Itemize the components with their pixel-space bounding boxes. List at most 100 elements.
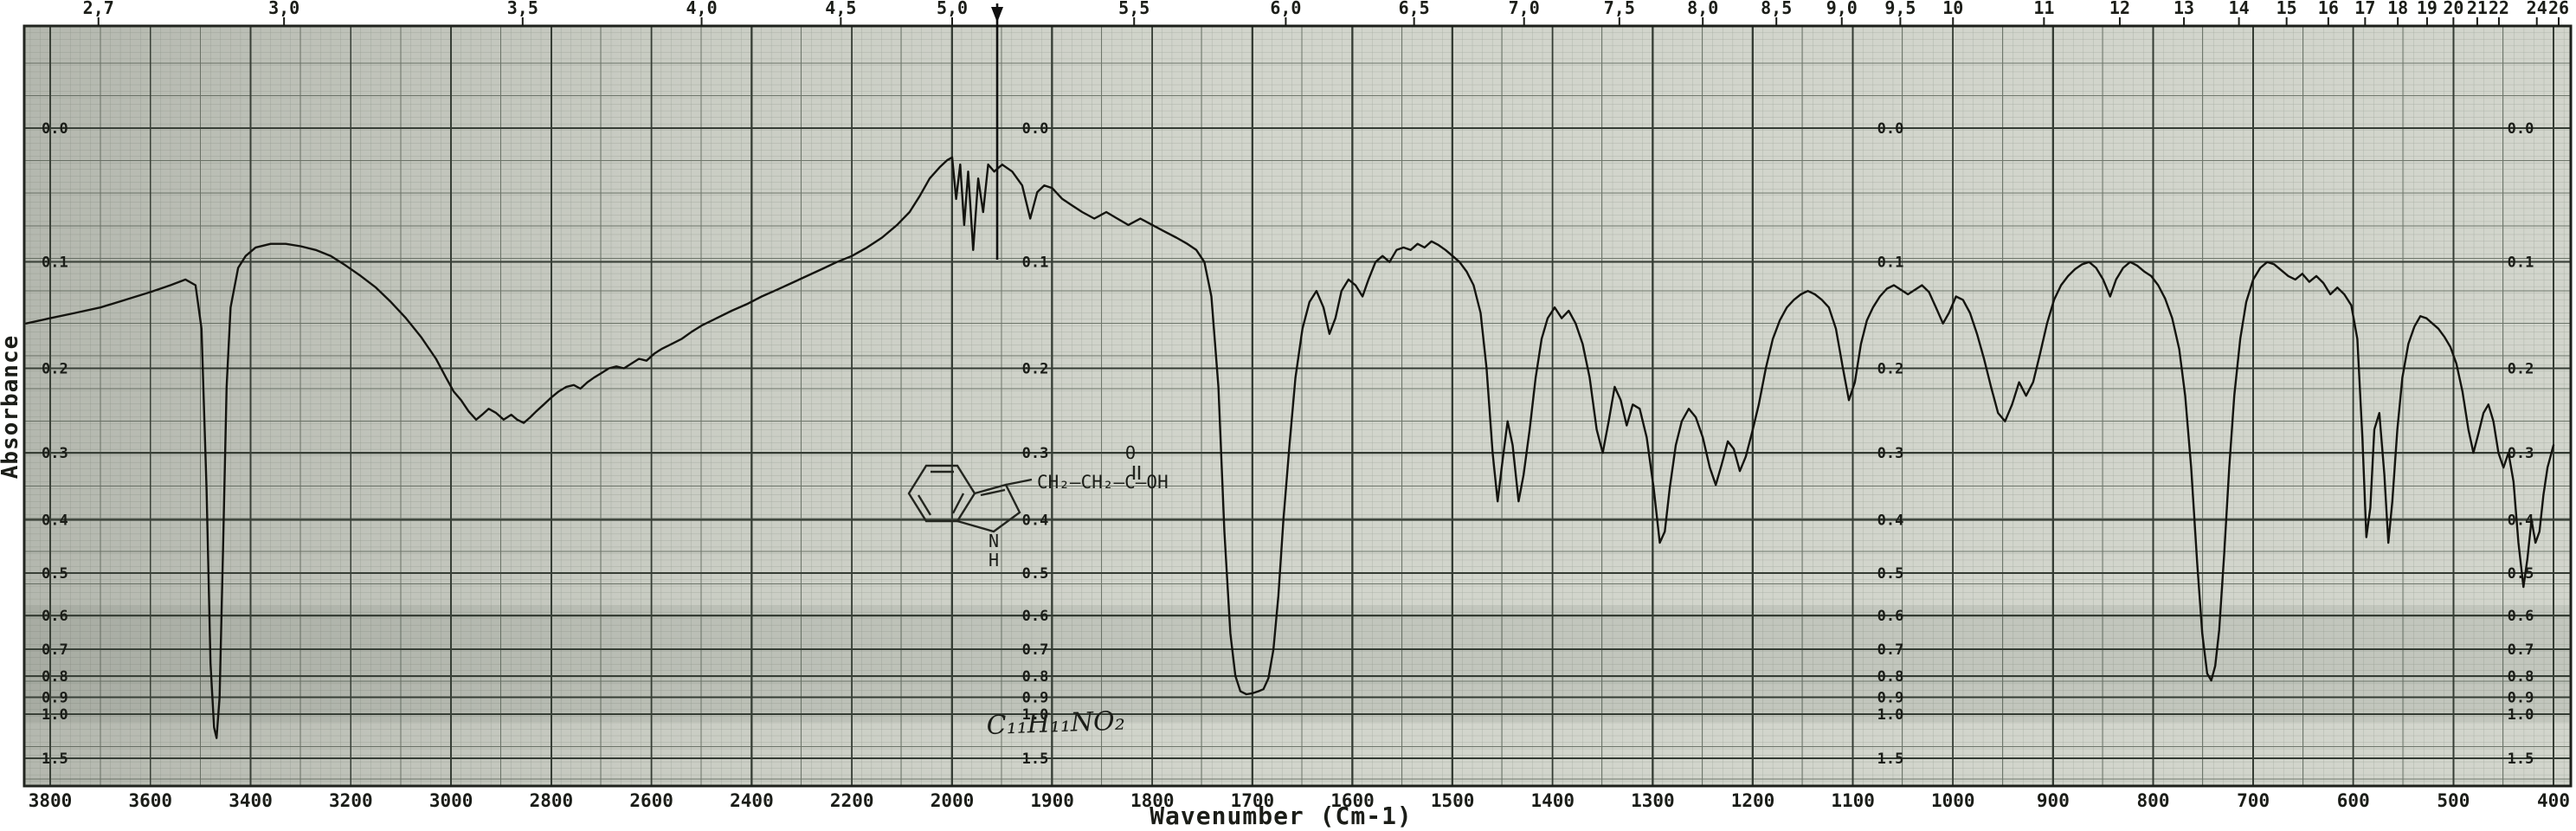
micron-tick-label: 6,5 [1399,0,1430,18]
absorbance-tick-label: 0.0 [1022,120,1049,138]
absorbance-tick-label: 1.5 [1022,750,1049,768]
wavenumber-tick-label: 400 [2537,790,2570,811]
micron-tick-label: 18 [2387,0,2408,18]
absorbance-tick-label: 0.0 [1877,120,1904,138]
absorbance-tick-label: 0.5 [42,565,68,583]
absorbance-tick-label: 0.2 [1877,361,1904,378]
absorbance-tick-label: 0.7 [42,641,68,659]
wavenumber-tick-label: 1100 [1831,790,1875,811]
absorbance-tick-label: 0.7 [1022,641,1049,659]
left-vignette [24,26,1236,786]
micron-tick-label: 8,5 [1761,0,1792,18]
wavenumber-tick-label: 3400 [229,790,273,811]
absorbance-tick-label: 0.9 [42,689,68,706]
absorbance-tick-label: 0.5 [1022,565,1049,583]
micron-tick-label: 19 [2417,0,2438,18]
micron-tick-label: 20 [2443,0,2463,18]
absorbance-tick-label: 1.0 [1877,706,1904,724]
wavenumber-tick-label: 800 [2137,790,2170,811]
micron-tick-label: 4,0 [686,0,717,18]
absorbance-tick-label: 1.5 [2508,750,2534,768]
absorbance-tick-label: 0.9 [2508,689,2534,706]
micron-tick-label: 7,5 [1604,0,1635,18]
absorbance-tick-label: 0.0 [42,120,68,138]
micron-tick-label: 5,0 [937,0,968,18]
ring-nitrogen-label: N [989,531,999,551]
micron-tick-label: 26 [2548,0,2569,18]
wavenumber-tick-label: 1900 [1030,790,1074,811]
absorbance-tick-label: 0.6 [42,608,68,625]
micron-tick-label: 12 [2109,0,2130,18]
absorbance-tick-label: 0.8 [1877,668,1904,686]
side-chain-label: CH₂–CH₂–C–OH [1037,472,1169,493]
wavenumber-tick-label: 1500 [1431,790,1475,811]
micron-tick-label: 2,7 [83,0,114,18]
wavenumber-tick-label: 1800 [1130,790,1175,811]
absorbance-tick-labels: 0.00.10.20.30.40.50.60.70.80.91.01.50.00… [42,120,2534,768]
absorbance-tick-label: 0.1 [1877,254,1904,272]
micron-tick-label: 9,0 [1826,0,1858,18]
micron-tick-label: 5,5 [1118,0,1150,18]
absorbance-tick-label: 0.9 [1022,689,1049,706]
pyrrole-double-bond [980,488,1006,497]
absorbance-tick-label: 0.8 [1022,668,1049,686]
absorbance-tick-label: 0.3 [1022,445,1049,462]
micron-tick-label: 10 [1942,0,1963,18]
carbonyl-double-bond [1132,466,1141,480]
absorbance-tick-label: 0.5 [1877,565,1904,583]
absorbance-tick-label: 0.7 [1877,641,1904,659]
absorbance-tick-label: 1.0 [2508,706,2534,724]
absorbance-tick-label: 0.6 [1877,608,1904,625]
wavenumber-tick-label: 900 [2037,790,2070,811]
x-axis-title: Wavenumber (Cm-1) [1150,802,1413,830]
absorbance-tick-label: 0.4 [42,512,68,530]
absorbance-tick-label: 0.8 [2508,668,2534,686]
micron-tick-label: 24 [2527,0,2547,18]
wavenumber-tick-label: 1200 [1731,790,1775,811]
wavenumber-tick-label: 1300 [1631,790,1675,811]
micron-tick-label: 13 [2174,0,2194,18]
absorbance-tick-label: 0.9 [1877,689,1904,706]
absorbance-tick-label: 0.1 [2508,254,2534,272]
wavenumber-tick-label: 2200 [830,790,874,811]
absorbance-tick-label: 0.5 [2508,565,2534,583]
absorbance-tick-label: 0.0 [2508,120,2534,138]
absorbance-tick-label: 0.3 [42,445,68,462]
wavenumber-tick-label: 500 [2437,790,2470,811]
wavenumber-tick-label: 3000 [429,790,473,811]
absorbance-tick-label: 0.4 [1877,512,1904,530]
absorbance-tick-label: 0.2 [42,361,68,378]
absorbance-tick-label: 0.4 [2508,512,2534,530]
wavenumber-tick-label: 2600 [629,790,673,811]
wavenumber-tick-label: 3600 [128,790,172,811]
micron-tick-label: 21 [2467,0,2488,18]
wavenumber-tick-label: 2400 [730,790,774,811]
micron-tick-label: 7,0 [1509,0,1540,18]
benzene-double-bonds [917,470,965,516]
micron-tick-label: 14 [2229,0,2250,18]
calibration-marker [991,3,1004,260]
absorbance-tick-label: 0.1 [42,254,68,272]
y-axis-title: Absorbance [0,335,23,480]
wavenumber-tick-label: 700 [2237,790,2270,811]
absorbance-tick-label: 0.3 [2508,445,2534,462]
micron-tick-label: 8,0 [1687,0,1718,18]
wavenumber-tick-label: 3800 [29,790,73,811]
wavenumber-tick-label: 2800 [530,790,574,811]
micron-axis: 2,7 3,0 3,5 4,0 4,5 5,0 5,5 6,0 6,5 7,0 7,5 8,0 8,5 9… [83,0,2569,26]
absorbance-tick-label: 0.2 [1022,361,1049,378]
marker-arrowhead-icon [991,7,1004,23]
micron-tick-label: 17 [2354,0,2375,18]
wavenumber-tick-label: 1700 [1231,790,1275,811]
absorbance-tick-label: 1.0 [1022,706,1049,724]
absorbance-tick-label: 0.6 [1022,608,1049,625]
micron-tick-label: 3,0 [268,0,299,18]
micron-tick-label: 16 [2318,0,2339,18]
carbonyl-oxygen-label: O [1125,442,1136,463]
absorbance-tick-label: 0.7 [2508,641,2534,659]
micron-tick-label: 9,5 [1884,0,1916,18]
absorbance-tick-label: 0.1 [1022,254,1049,272]
absorbance-tick-label: 1.0 [42,706,68,724]
